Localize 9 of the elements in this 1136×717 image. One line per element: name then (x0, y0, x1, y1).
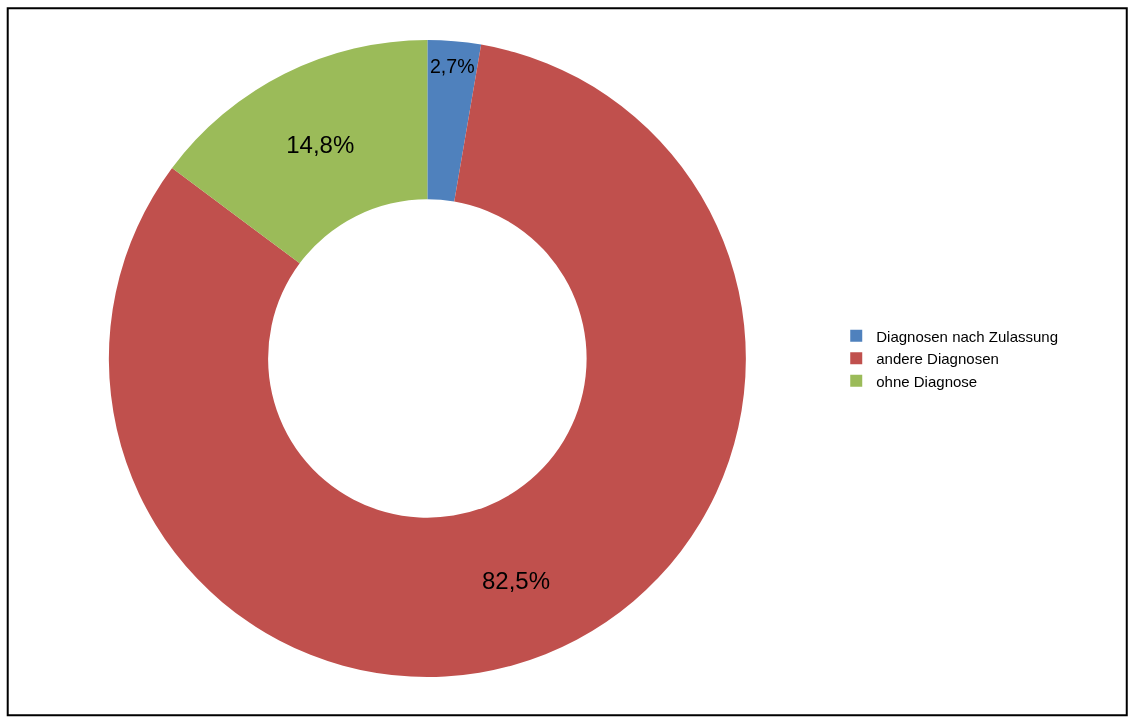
donut-slice (172, 40, 428, 264)
legend-label: ohne Diagnose (876, 372, 978, 390)
legend-label: andere Diagnosen (876, 350, 999, 368)
legend-label: Diagnosen nach Zulassung (876, 327, 1059, 345)
data-label: 14,8% (286, 131, 355, 159)
donut-slice (108, 44, 746, 677)
data-label: 2,7% (429, 54, 475, 77)
data-label: 82,5% (481, 566, 551, 594)
donut-slice (427, 40, 482, 202)
